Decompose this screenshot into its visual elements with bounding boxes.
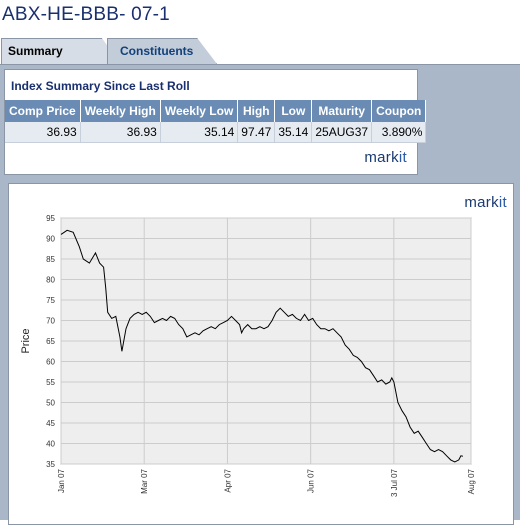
col-maturity: Maturity — [311, 100, 373, 122]
x-tick-label: Jan 07 — [57, 468, 66, 493]
y-tick-label: 75 — [46, 296, 55, 305]
x-tick-label: Aug 07 — [467, 468, 476, 494]
x-tick-label: 3 Jul 07 — [390, 468, 399, 497]
cell-low: 35.14 — [274, 122, 313, 143]
y-tick-label: 85 — [46, 255, 55, 264]
col-coupon: Coupon — [371, 100, 427, 122]
chart-markit-logo-suffix: it — [498, 194, 507, 211]
y-tick-label: 60 — [46, 358, 55, 367]
tab-constituents[interactable]: Constituents — [107, 38, 217, 64]
cell-weekly-high: 36.93 — [80, 122, 161, 143]
y-tick-label: 90 — [46, 235, 55, 244]
markit-logo-prefix: mark — [364, 149, 399, 166]
price-chart: 35 40 45 50 55 60 65 70 75 80 85 90 95 Jan 07 Mar 07 Ap… — [20, 214, 476, 497]
tab-bar: Summary Constituents — [0, 38, 520, 66]
chart-markit-logo-prefix: mark — [464, 194, 499, 211]
col-comp-price: Comp Price — [5, 100, 81, 122]
y-tick-label: 65 — [46, 337, 55, 346]
y-tick-label: 80 — [46, 276, 55, 285]
cell-weekly-low: 35.14 — [160, 122, 239, 143]
summary-heading: Index Summary Since Last Roll — [11, 79, 190, 93]
page-title: ABX-HE-BBB- 07-1 — [2, 4, 170, 25]
y-axis-label: Price — [20, 328, 32, 353]
tab-summary[interactable]: Summary — [1, 38, 121, 64]
price-series-line — [60, 229, 463, 463]
x-tick-label: Mar 07 — [140, 468, 149, 493]
summary-header-row: Comp Price Weekly High Weekly Low High L… — [5, 100, 427, 122]
cell-maturity: 25AUG37 — [311, 122, 373, 143]
col-weekly-low: Weekly Low — [160, 100, 239, 122]
markit-logo: markit — [364, 149, 407, 166]
index-summary-box: Index Summary Since Last Roll Comp Price… — [4, 69, 427, 175]
x-tick-label: Jun 07 — [307, 468, 316, 493]
y-tick-label: 55 — [46, 378, 55, 387]
y-tick-label: 35 — [46, 460, 55, 469]
y-tick-label: 50 — [46, 399, 55, 408]
summary-table: Comp Price Weekly High Weekly Low High L… — [5, 100, 427, 143]
y-tick-label: 70 — [46, 317, 55, 326]
col-weekly-high: Weekly High — [80, 100, 161, 122]
col-low: Low — [274, 100, 313, 122]
table-row: 36.93 36.93 35.14 97.47 35.14 25AUG37 3.… — [5, 122, 427, 143]
price-chart-box: markit 35 40 45 50 55 60 65 70 75 80 85 90 95 Jan 07 M… — [8, 183, 514, 525]
markit-logo-suffix: it — [398, 149, 407, 166]
cell-coupon: 3.890% — [371, 122, 427, 143]
cell-comp-price: 36.93 — [5, 122, 81, 143]
chart-markit-logo: markit — [464, 194, 507, 211]
summary-panel: Index Summary Since Last Roll Comp Price… — [0, 64, 520, 525]
y-tick-label: 95 — [46, 214, 55, 223]
col-high: High — [237, 100, 276, 122]
y-tick-label: 40 — [46, 440, 55, 449]
cell-high: 97.47 — [237, 122, 276, 143]
x-tick-label: Apr 07 — [223, 468, 232, 492]
y-tick-label: 45 — [46, 419, 55, 428]
